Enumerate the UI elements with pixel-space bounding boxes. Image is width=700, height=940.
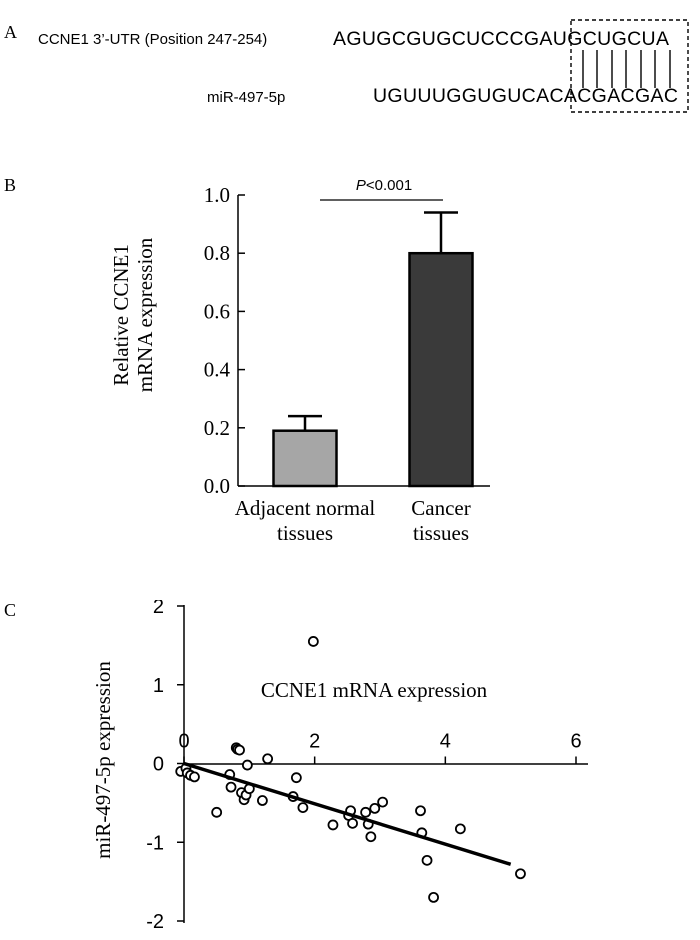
y-axis-title-line1: Relative CCNE1: [109, 244, 133, 386]
mirna-sequence: UGUUUGGUGUCACACGACGAC: [373, 85, 679, 107]
significance-label: P<0.001: [356, 177, 412, 194]
bar: [272, 429, 338, 488]
y-axis-title: miR-497-5p expression: [91, 661, 115, 859]
y-tick-label: 0: [153, 754, 164, 776]
data-point: [189, 771, 200, 783]
data-point: [241, 759, 253, 771]
data-point: [369, 802, 381, 814]
data-point: [307, 636, 319, 647]
x-label-adjacent-line1: Adjacent normal: [235, 496, 376, 520]
x-tick-label: 6: [570, 731, 581, 753]
x-tick-label: 2: [309, 731, 320, 753]
y-tick-label: 0.8: [204, 241, 230, 265]
data-point: [234, 744, 245, 756]
y-tick-label: 1.0: [204, 183, 230, 207]
utr-sequence: AGUGCGUGCUCCCGAUGCUGCUA: [333, 28, 670, 50]
bar: [408, 251, 474, 488]
data-point: [256, 795, 268, 806]
y-tick-label: 0.2: [204, 416, 230, 440]
panel-label-a: A: [4, 22, 17, 42]
data-point: [360, 806, 372, 818]
y-tick-label: -2: [146, 911, 164, 933]
data-point: [365, 831, 377, 843]
mirna-label: miR-497-5p: [207, 89, 286, 106]
x-tick-label: 0: [178, 731, 189, 753]
y-tick-label: 0.0: [204, 474, 230, 498]
x-label-cancer-line1: Cancer: [411, 496, 470, 520]
data-point: [415, 805, 426, 817]
data-point: [515, 868, 526, 880]
y-axis-title-line2: mRNA expression: [133, 237, 157, 392]
p-symbol: P: [356, 177, 366, 194]
bar-chart: Relative CCNE1 mRNA expression 0.0 0.2 0.4…: [109, 177, 490, 545]
y-tick-label: 1: [153, 675, 164, 697]
seed-region-box: [570, 19, 689, 113]
data-point: [225, 781, 237, 793]
y-axis-title: Relative CCNE1 mRNA expression: [109, 237, 157, 392]
x-axis-title: CCNE1 mRNA expression: [261, 678, 488, 702]
p-threshold: <0.001: [366, 177, 412, 194]
y-tick-label: -1: [146, 832, 164, 854]
data-point: [327, 819, 339, 831]
data-point: [297, 802, 309, 814]
y-tick-label: 2: [153, 600, 164, 618]
data-point: [347, 817, 358, 829]
trend-line: [183, 761, 512, 866]
base-pair-lines: [582, 50, 671, 88]
x-label-cancer-line2: tissues: [413, 521, 469, 545]
data-point: [454, 823, 466, 835]
panel-label-c: C: [4, 600, 17, 620]
data-point: [211, 806, 223, 818]
data-point: [262, 753, 274, 765]
data-point: [290, 772, 302, 784]
y-tick-label: 0.6: [204, 299, 230, 323]
seed-pairing-diagram: [570, 19, 689, 113]
y-tick-label: 0.4: [204, 358, 231, 382]
scatter-chart: miR-497-5p expression CCNE1 mRNA express…: [91, 600, 588, 933]
utr-label: CCNE1 3’-UTR (Position 247-254): [38, 31, 268, 48]
x-label-adjacent-line2: tissues: [277, 521, 333, 545]
data-point: [421, 854, 433, 866]
panel-label-b: B: [4, 175, 17, 195]
data-point: [377, 796, 389, 808]
x-tick-label: 4: [440, 731, 451, 753]
data-point: [428, 891, 439, 903]
